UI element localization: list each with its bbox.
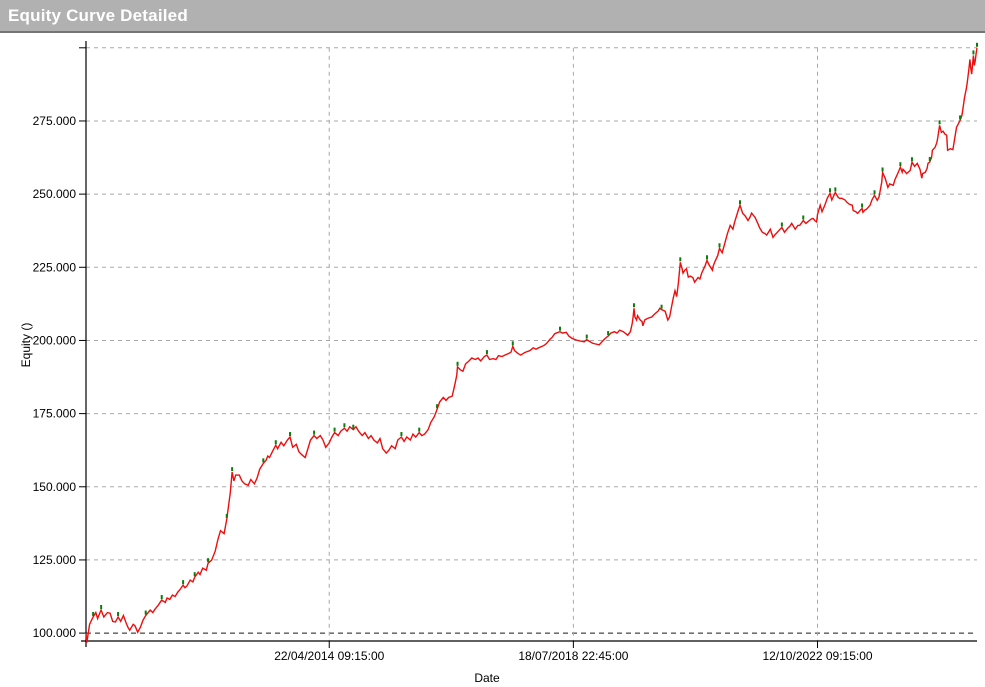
- x-tick-label: 22/04/2014 09:15:00: [274, 649, 384, 663]
- x-tick-label: 18/07/2018 22:45:00: [518, 649, 628, 663]
- window-title: Equity Curve Detailed: [8, 6, 188, 25]
- y-tick-label: 225.000: [33, 260, 77, 274]
- tick-labels: 100.000 125.000 150.000 175.000 200.000 225.0…: [33, 114, 873, 663]
- window-title-bar[interactable]: Equity Curve Detailed: [0, 0, 985, 33]
- x-axis-title: Date: [474, 671, 500, 685]
- new-high-markers: [92, 42, 978, 617]
- axes: [79, 41, 977, 648]
- y-tick-label: 175.000: [33, 407, 77, 421]
- y-tick-label: 150.000: [33, 480, 77, 494]
- equity-curve-line: [85, 47, 978, 643]
- y-tick-label: 275.000: [33, 114, 77, 128]
- y-tick-label: 200.000: [33, 333, 77, 347]
- x-tick-label: 12/10/2022 09:15:00: [762, 649, 872, 663]
- y-tick-label: 125.000: [33, 553, 77, 567]
- gridlines: [86, 47, 977, 641]
- equity-line-series: [85, 47, 978, 643]
- y-axis-title: Equity (): [19, 322, 33, 368]
- y-tick-label: 250.000: [33, 187, 77, 201]
- y-tick-label: 100.000: [33, 626, 77, 640]
